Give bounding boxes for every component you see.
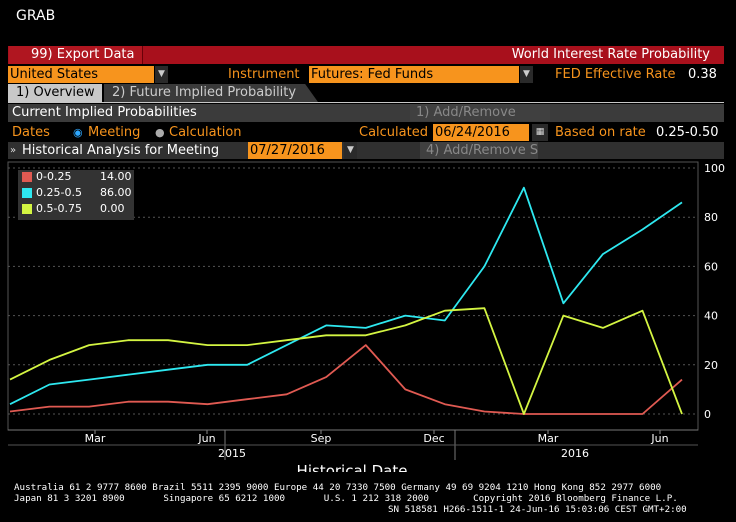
country-select[interactable]: United States xyxy=(8,66,154,83)
calendar-icon[interactable]: ▦ xyxy=(532,124,548,141)
historical-section-title: Historical Analysis for Meeting xyxy=(22,143,220,158)
current-add-remove-button[interactable]: 1) Add/Remove xyxy=(410,104,550,121)
x-tick-label: Mar xyxy=(85,432,106,445)
window-title: World Interest Rate Probability xyxy=(511,47,710,62)
calculated-label: Calculated xyxy=(359,125,428,140)
y-tick-label: 100 xyxy=(704,162,725,175)
meeting-date-dropdown-icon[interactable]: ▼ xyxy=(344,142,357,159)
meeting-radio-icon[interactable]: ◉ xyxy=(73,126,83,139)
based-on-rate-label: Based on rate xyxy=(555,125,646,140)
chart-legend: 0-0.25 14.00 0.25-0.5 86.00 0.5-0.75 0.0… xyxy=(18,170,134,220)
based-on-rate-value: 0.25-0.50 xyxy=(656,125,719,140)
legend-swatch-yellow xyxy=(22,204,32,214)
footer-line-1: Australia 61 2 9777 8600 Brazil 5511 239… xyxy=(14,482,662,493)
calculation-option-label: Calculation xyxy=(169,125,242,140)
series-line-0-0.25 xyxy=(9,344,683,415)
legend-swatch-cyan xyxy=(22,188,32,198)
historical-add-remove-button[interactable]: 4) Add/Remove S xyxy=(420,142,538,159)
tab-underline xyxy=(8,102,724,103)
series-line-0.25-0.5 xyxy=(9,186,683,406)
x-tick-label: Sep xyxy=(311,432,332,445)
historical-section-bar xyxy=(8,142,724,159)
current-section-title: Current Implied Probabilities xyxy=(12,105,197,120)
calculation-radio-icon[interactable]: ● xyxy=(155,126,165,139)
x-axis-title: Historical Date xyxy=(297,462,408,472)
function-toolbar xyxy=(8,46,724,64)
y-tick-label: 80 xyxy=(704,211,718,224)
instrument-select[interactable]: Futures: Fed Funds xyxy=(309,66,519,83)
x-tick-label: Dec xyxy=(423,432,444,445)
legend-label: 0.5-0.75 xyxy=(36,202,82,215)
instrument-label: Instrument xyxy=(228,67,300,82)
footer-line-3: SN 518581 H266-1511-1 24-Jun-16 15:03:06… xyxy=(388,504,687,515)
series-line-0.5-0.75 xyxy=(9,307,683,415)
legend-value: 0.00 xyxy=(100,202,125,215)
legend-label: 0.25-0.5 xyxy=(36,186,82,199)
fed-rate-value: 0.38 xyxy=(688,67,717,82)
meeting-option-label: Meeting xyxy=(88,125,141,140)
legend-value: 14.00 xyxy=(100,170,132,183)
instrument-dropdown-icon[interactable]: ▼ xyxy=(520,66,533,83)
year-label-2016: 2016 xyxy=(561,447,589,460)
legend-swatch-red xyxy=(22,172,32,182)
collapse-chevron-icon[interactable]: » xyxy=(10,145,17,156)
x-tick-label: Jun xyxy=(650,432,668,445)
legend-value: 86.00 xyxy=(100,186,132,199)
fed-rate-label: FED Effective Rate xyxy=(555,67,676,82)
footer-line-2: Japan 81 3 3201 8900 Singapore 65 6212 1… xyxy=(14,493,678,504)
legend-label: 0-0.25 xyxy=(36,170,72,183)
tab-overview[interactable]: 1) Overview xyxy=(8,84,102,102)
y-tick-label: 60 xyxy=(704,260,718,273)
y-tick-label: 20 xyxy=(704,359,718,372)
x-tick-label: Mar xyxy=(538,432,559,445)
country-dropdown-icon[interactable]: ▼ xyxy=(155,66,168,83)
year-label-2015: 2015 xyxy=(218,447,246,460)
calculated-date-field[interactable]: 06/24/2016 xyxy=(433,124,529,141)
export-data-button[interactable]: 99) Export Data xyxy=(9,46,143,64)
dates-label: Dates xyxy=(12,125,50,140)
tab-future-implied-probability[interactable]: 2) Future Implied Probability xyxy=(104,84,318,102)
y-tick-label: 40 xyxy=(704,310,718,323)
x-tick-label: Jun xyxy=(197,432,215,445)
meeting-date-select[interactable]: 07/27/2016 xyxy=(248,142,342,159)
app-title: GRAB xyxy=(16,8,56,24)
y-tick-label: 0 xyxy=(704,408,711,421)
